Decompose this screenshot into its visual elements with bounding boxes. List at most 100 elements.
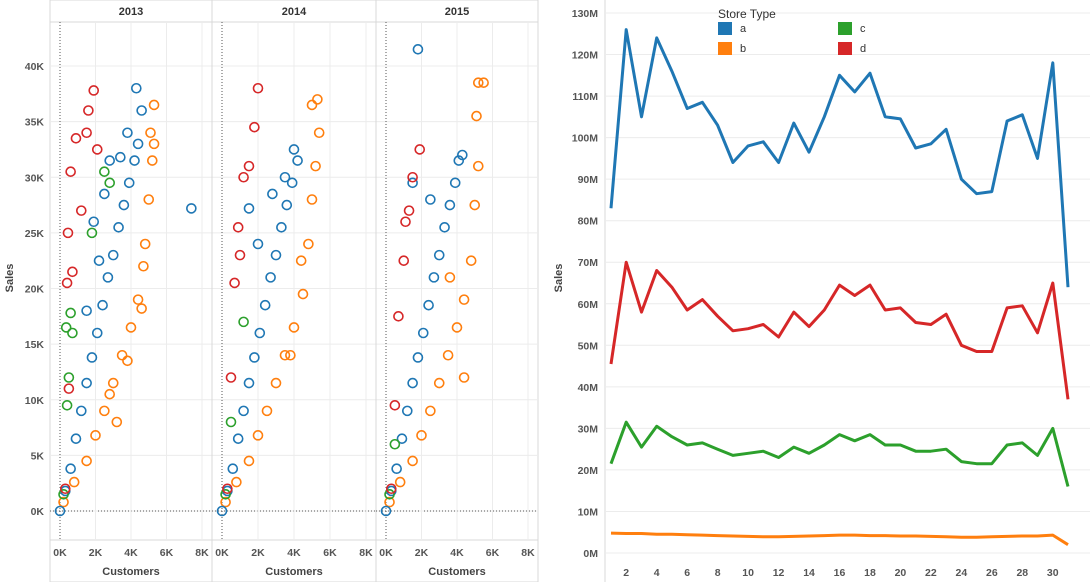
x-tick-label: 0K <box>379 547 393 559</box>
point-d <box>234 249 246 261</box>
point-c <box>104 177 115 189</box>
point-b <box>231 476 242 488</box>
point-a <box>86 352 98 363</box>
point-d <box>252 82 264 94</box>
y-tick-label: 35K <box>25 117 45 129</box>
point-c <box>220 489 231 500</box>
x-axis-title: Customers <box>265 566 322 578</box>
y-tick-label: 80M <box>578 216 599 228</box>
point-b <box>90 430 101 441</box>
x-tick-label: 18 <box>864 567 876 579</box>
line-chart: 0M 10M 20M 30M 40M 50M 60M 70M 80M 90M 100M 110M 120… <box>553 0 1090 582</box>
point-a <box>243 377 255 389</box>
point-b <box>81 455 92 467</box>
point-b <box>143 194 155 205</box>
x-axis-title: Customers <box>428 566 485 578</box>
series-line-a <box>609 28 1070 288</box>
point-a <box>279 171 291 183</box>
series-line-d <box>609 260 1070 400</box>
point-a <box>81 377 92 389</box>
point-a <box>227 463 239 475</box>
point-a <box>412 352 424 363</box>
y-tick-label: 40K <box>25 61 45 73</box>
point-b <box>394 476 406 488</box>
point-a <box>186 203 197 214</box>
point-d <box>65 166 76 177</box>
point-c <box>225 416 237 428</box>
point-d <box>70 133 82 144</box>
y-tick-label: 130M <box>572 8 599 20</box>
point-a <box>276 222 287 233</box>
legend-label: c <box>860 23 866 35</box>
point-c <box>86 227 98 239</box>
point-d <box>393 311 404 322</box>
point-b <box>384 496 395 508</box>
point-b <box>139 238 151 250</box>
y-tick-label: 70M <box>578 257 599 269</box>
point-b <box>465 255 477 266</box>
point-a <box>444 199 456 211</box>
y-tick-label: 15K <box>25 339 45 351</box>
point-b <box>220 496 231 508</box>
point-d <box>389 400 401 411</box>
point-d <box>398 255 410 266</box>
x-tick-label: 6K <box>323 547 337 559</box>
point-b <box>472 160 484 172</box>
x-tick-label: 30 <box>1047 567 1059 579</box>
x-tick-label: 6K <box>160 547 174 559</box>
facet-title: 2015 <box>445 6 469 18</box>
point-b <box>312 94 323 105</box>
series-line-b <box>610 531 1069 546</box>
point-b <box>145 127 156 139</box>
point-b <box>288 322 300 333</box>
point-a <box>76 405 87 417</box>
point-a <box>243 203 255 214</box>
point-a <box>457 149 468 161</box>
facet-2014: 2014 0K 2K 4K 6K 8K Customers <box>212 6 376 578</box>
point-d <box>60 483 71 495</box>
legend-item-d: d <box>838 42 866 55</box>
point-b <box>425 405 436 417</box>
point-c <box>60 322 72 333</box>
point-c <box>65 307 76 319</box>
legend-label: d <box>860 43 866 55</box>
point-a <box>292 155 303 166</box>
point-a <box>97 299 108 311</box>
y-tick-label: 100M <box>572 133 599 145</box>
point-b <box>458 294 470 305</box>
point-a <box>216 505 228 517</box>
point-a <box>122 127 133 139</box>
y-tick-label: 0K <box>31 506 45 518</box>
point-a <box>99 188 110 200</box>
point-b <box>261 405 273 417</box>
point-b <box>279 349 291 361</box>
point-a <box>407 377 418 389</box>
series-line-c <box>609 420 1070 487</box>
point-a <box>423 299 434 311</box>
point-d <box>232 222 244 233</box>
point-b <box>295 255 307 266</box>
y-tick-label: 20M <box>578 465 599 477</box>
y-tick-label: 30M <box>578 423 599 435</box>
point-d <box>403 205 415 216</box>
point-a <box>281 199 293 211</box>
point-b <box>125 322 137 333</box>
x-tick-label: 8K <box>521 547 535 559</box>
x-tick-label: 0K <box>53 547 67 559</box>
point-b <box>148 99 160 111</box>
point-c <box>61 400 73 411</box>
y-tick-label: 90M <box>578 174 599 186</box>
point-a <box>102 272 114 283</box>
facet-2013: 2013 0K 2K 4K 6K 8K Customers <box>50 6 212 578</box>
point-b <box>306 194 318 205</box>
point-a <box>132 138 144 150</box>
x-tick-label: 12 <box>773 567 785 579</box>
point-b <box>472 77 484 88</box>
y-tick-label: 10K <box>25 395 45 407</box>
x-tick-label: 8 <box>715 567 721 579</box>
point-d <box>414 144 426 155</box>
legend-swatch <box>838 22 852 35</box>
point-b <box>147 155 158 166</box>
point-c <box>99 166 110 177</box>
